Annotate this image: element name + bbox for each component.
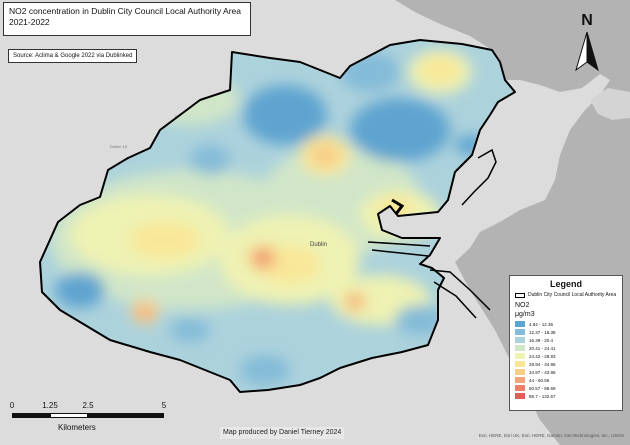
legend-title: Legend	[549, 279, 582, 289]
basemap-attribution: Esri, HERE, Esri UK, Esri, HERE, Garmin,…	[478, 433, 624, 438]
class-label: 16.39 - 20.4	[529, 337, 554, 343]
no2-zone-12-16	[395, 305, 445, 335]
class-swatch	[515, 385, 525, 391]
dcc-boundary	[39, 39, 516, 393]
bull-island-outline	[461, 148, 497, 206]
scale-tick-label: 5	[161, 401, 167, 410]
basemap-place-label: Dublin 15	[110, 144, 128, 149]
class-swatch	[515, 353, 525, 359]
class-label: 12.37 - 16.38	[529, 329, 556, 335]
class-label: 4.84 - 12.36	[529, 321, 554, 327]
no2-zone-35-44	[311, 143, 339, 167]
legend-class: 34.97 - 43.96	[515, 368, 617, 376]
legend-class: 12.37 - 16.38	[515, 328, 617, 336]
legend-class: 24.42 - 28.93	[515, 352, 617, 360]
city-label: Dublin	[310, 242, 327, 248]
map-subtitle: 2021-2022	[9, 17, 50, 27]
class-swatch	[515, 337, 525, 343]
legend-class: 20.41 - 24.41	[515, 344, 617, 352]
class-swatch	[515, 369, 525, 375]
no2-zone-44-60	[349, 295, 361, 307]
legend-classes: 4.84 - 12.36 12.37 - 16.38 16.39 - 20.4 …	[515, 320, 617, 400]
no2-zone-28-35	[420, 56, 460, 84]
scale-tick-label: 0	[9, 401, 15, 410]
legend-class: 89.7 - 132.67	[515, 392, 617, 400]
legend-class: 28.94 - 34.96	[515, 360, 617, 368]
scale-segment	[88, 413, 164, 418]
map-title-box: NO2 concentration in Dublin City Council…	[3, 2, 251, 36]
north-letter: N	[581, 12, 593, 29]
scale-tick-label: 2.5	[82, 401, 94, 410]
no2-zone-89-133	[259, 253, 267, 263]
no2-surface	[40, 40, 515, 392]
map-credit: Map produced by Daniel Tierney 2024	[220, 427, 345, 439]
class-swatch	[515, 377, 525, 383]
class-label: 24.42 - 28.93	[529, 353, 556, 359]
legend-boundary-entry: Dublin City Council Local Authority Area	[515, 292, 617, 298]
class-label: 34.97 - 43.96	[529, 369, 556, 375]
legend-unit: μg/m3	[515, 311, 535, 318]
no2-zone-12-16	[170, 318, 210, 342]
legend-boundary-label: Dublin City Council Local Authority Area	[528, 292, 617, 298]
no2-zone-28-35	[130, 222, 200, 258]
class-swatch	[515, 321, 525, 327]
legend-class: 44 - 60.56	[515, 376, 617, 384]
class-swatch	[515, 345, 525, 351]
class-label: 44 - 60.56	[529, 377, 550, 383]
map-legend: Legend Dublin City Council Local Authori…	[509, 275, 623, 411]
legend-class: 4.84 - 12.36	[515, 320, 617, 328]
no2-zone-4-12	[243, 85, 327, 145]
tolka-estuary-outline	[391, 198, 405, 215]
scale-units: Kilometers	[58, 423, 96, 432]
scale-segment	[12, 413, 50, 418]
boundary-swatch	[515, 293, 525, 298]
source-note: Source: Aclima & Google 2022 via Dublink…	[8, 49, 138, 63]
class-swatch	[515, 393, 525, 399]
no2-zone-4-12	[350, 98, 450, 162]
legend-class: 16.39 - 20.4	[515, 336, 617, 344]
legend-class: 60.57 - 89.69	[515, 384, 617, 392]
map-title: NO2 concentration in Dublin City Council…	[9, 6, 241, 16]
no2-zone-12-16	[190, 145, 230, 175]
scale-segment	[50, 413, 88, 418]
no2-zone-44-60	[139, 306, 151, 318]
class-label: 89.7 - 132.67	[529, 393, 556, 399]
no2-zone-4-12	[55, 272, 105, 308]
scale-bar: 0 1.25 2.5 5 Kilometers	[8, 401, 168, 441]
class-label: 20.41 - 24.41	[529, 345, 556, 351]
port-wall-outline	[367, 241, 431, 257]
scale-tick-label: 1.25	[42, 401, 58, 410]
class-label: 60.57 - 89.69	[529, 385, 556, 391]
class-label: 28.94 - 34.96	[529, 361, 556, 367]
south-wall-outline	[429, 269, 491, 319]
legend-variable: NO2	[515, 302, 530, 309]
no2-zone-12-16	[240, 355, 290, 385]
class-swatch	[515, 329, 525, 335]
howth-headland	[590, 88, 630, 120]
north-arrow-icon	[575, 31, 599, 72]
north-arrow: N	[572, 12, 602, 74]
class-swatch	[515, 361, 525, 367]
